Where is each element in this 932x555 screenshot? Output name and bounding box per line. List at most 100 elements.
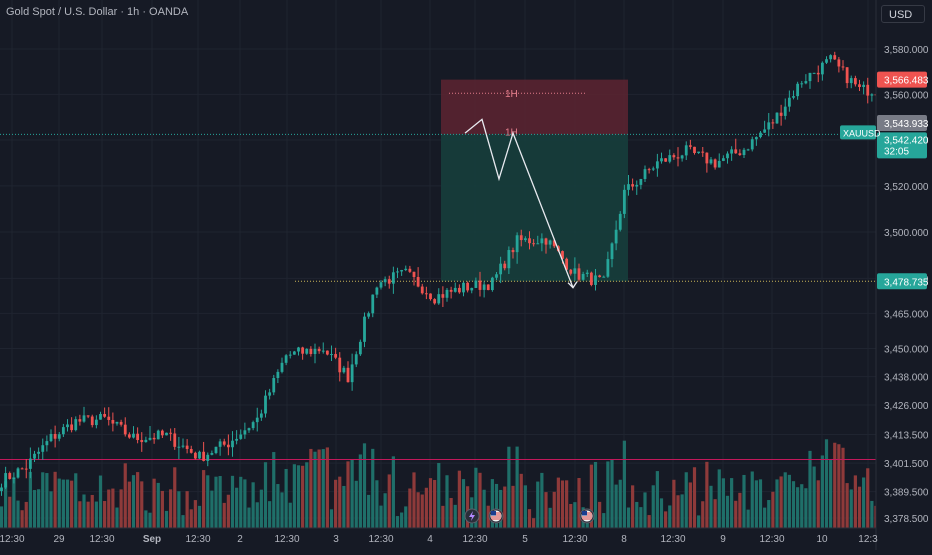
price-tick-label[interactable]: 3,520.000 bbox=[884, 182, 929, 193]
candle-body bbox=[41, 445, 45, 452]
volume-bar bbox=[697, 515, 701, 528]
candle-body bbox=[829, 55, 833, 60]
volume-bar bbox=[90, 494, 94, 528]
candle-body bbox=[503, 263, 507, 269]
projection-path[interactable] bbox=[464, 118, 578, 289]
volume-bar bbox=[428, 478, 433, 528]
time-tick-label[interactable]: 12:3 bbox=[858, 534, 878, 545]
lightning-icon[interactable] bbox=[464, 508, 480, 524]
time-tick-label[interactable]: 5 bbox=[522, 534, 528, 545]
volume-bar bbox=[53, 471, 57, 528]
grid-lines bbox=[0, 0, 876, 528]
volume-bar bbox=[841, 447, 845, 528]
candle-body bbox=[635, 184, 639, 187]
volume-bar bbox=[255, 502, 259, 528]
candle-body bbox=[247, 428, 251, 431]
time-tick-label[interactable]: 12:30 bbox=[562, 534, 587, 545]
volume-bar bbox=[280, 492, 284, 528]
price-tick-label[interactable]: 3,580.000 bbox=[884, 45, 929, 56]
candle-body bbox=[684, 145, 688, 156]
price-tick-label[interactable]: 3,450.000 bbox=[884, 344, 929, 355]
time-tick-label[interactable]: Sep bbox=[143, 534, 161, 545]
volume-bar bbox=[169, 489, 173, 528]
time-tick-label[interactable]: 12:30 bbox=[185, 534, 210, 545]
candle-body bbox=[647, 169, 651, 171]
time-tick-label[interactable]: 9 bbox=[720, 534, 726, 545]
stop-loss-zone[interactable] bbox=[441, 79, 628, 135]
volume-bar bbox=[738, 492, 742, 528]
price-tick-label[interactable]: 3,560.000 bbox=[884, 90, 929, 101]
volume-bar bbox=[65, 479, 70, 528]
volume-bar bbox=[32, 490, 37, 528]
candle-body bbox=[664, 158, 668, 162]
volume-bar bbox=[148, 512, 152, 528]
volume-bar bbox=[490, 479, 494, 528]
time-tick-label[interactable]: 8 bbox=[621, 534, 627, 545]
volume-bar bbox=[651, 485, 655, 528]
volume-bar bbox=[544, 492, 548, 528]
volume-bar bbox=[560, 480, 565, 528]
candle-body bbox=[511, 250, 515, 253]
price-tick-label[interactable]: 3,389.500 bbox=[884, 488, 929, 499]
take-profit-zone[interactable] bbox=[441, 134, 628, 282]
price-tick-label[interactable]: 3,413.500 bbox=[884, 431, 929, 442]
price-tick-label[interactable]: 3,465.000 bbox=[884, 309, 929, 320]
us-flag-icon[interactable] bbox=[488, 508, 504, 524]
time-tick-label[interactable]: 12:30 bbox=[660, 534, 685, 545]
us-flag-icon[interactable] bbox=[579, 508, 595, 524]
candle-body bbox=[358, 341, 362, 355]
target-price-marker-box bbox=[877, 273, 927, 290]
time-tick-label[interactable]: 12:30 bbox=[89, 534, 114, 545]
volume-bar bbox=[395, 516, 400, 528]
candle-body bbox=[536, 243, 540, 245]
time-axis-ticks[interactable]: 12:30 29 12:30 Sep 12:30 2 12:30 3 12:30 4 12:30 5 1… bbox=[0, 534, 878, 545]
time-tick-label[interactable]: 4 bbox=[427, 534, 433, 545]
price-tick-label[interactable]: 3,401.500 bbox=[884, 459, 929, 470]
time-tick-label[interactable]: 12:30 bbox=[759, 534, 784, 545]
candle-body bbox=[177, 446, 181, 448]
volume-bar bbox=[709, 485, 713, 528]
long-short-position-tool[interactable]: 1H 1H bbox=[441, 79, 628, 282]
volume-bar bbox=[449, 498, 453, 528]
projection-line[interactable] bbox=[464, 118, 574, 288]
volume-bar bbox=[804, 488, 808, 528]
volume-bar bbox=[783, 472, 787, 528]
time-tick-label[interactable]: 12:30 bbox=[368, 534, 393, 545]
candle-body bbox=[622, 189, 626, 214]
time-tick-label[interactable]: 3 bbox=[333, 534, 339, 545]
candle-body bbox=[746, 149, 750, 151]
time-tick-label[interactable]: 2 bbox=[237, 534, 243, 545]
volume-bar bbox=[618, 479, 622, 528]
candle-body bbox=[577, 268, 581, 280]
volume-bar bbox=[45, 473, 49, 528]
volume-bar bbox=[181, 515, 185, 528]
price-tick-label[interactable]: 3,426.000 bbox=[884, 401, 929, 412]
volume-bar bbox=[779, 476, 783, 528]
candle-body bbox=[771, 122, 775, 124]
time-tick-label[interactable]: 29 bbox=[53, 534, 65, 545]
volume-bar bbox=[684, 472, 688, 528]
volume-bars bbox=[0, 429, 932, 528]
volume-bar bbox=[218, 476, 222, 528]
volume-bar bbox=[4, 481, 8, 528]
time-tick-label[interactable]: 12:30 bbox=[462, 534, 487, 545]
time-tick-label[interactable]: 12:30 bbox=[274, 534, 299, 545]
event-icons[interactable] bbox=[464, 508, 595, 524]
volume-bar bbox=[643, 492, 647, 528]
time-tick-label[interactable]: 10 bbox=[816, 534, 828, 545]
time-tick-label[interactable]: 12:30 bbox=[0, 534, 25, 545]
volume-bar bbox=[853, 475, 857, 528]
candle-body bbox=[235, 438, 239, 441]
volume-bar bbox=[103, 501, 107, 528]
candle-body bbox=[853, 78, 857, 85]
volume-bar bbox=[606, 461, 610, 528]
currency-button[interactable]: USD bbox=[881, 5, 925, 23]
price-tick-label[interactable]: 3,500.000 bbox=[884, 228, 929, 239]
volume-bar bbox=[197, 505, 202, 528]
volume-bar bbox=[453, 504, 457, 528]
price-tick-label[interactable]: 3,438.000 bbox=[884, 373, 929, 384]
candle-body bbox=[470, 287, 474, 291]
price-tick-label[interactable]: 3,378.500 bbox=[884, 514, 929, 525]
